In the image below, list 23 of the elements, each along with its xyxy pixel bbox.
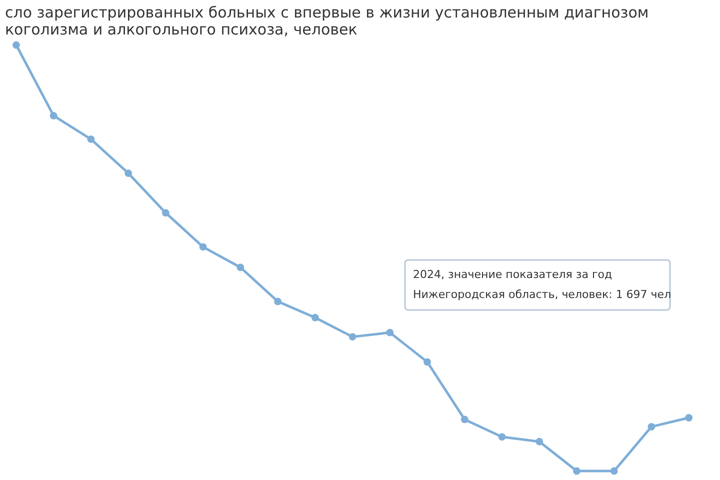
point bbox=[236, 264, 244, 272]
point bbox=[610, 467, 618, 475]
point bbox=[162, 209, 170, 217]
point bbox=[311, 314, 319, 322]
point bbox=[573, 467, 580, 475]
point bbox=[536, 438, 544, 446]
text: сло зарегистрированных больных с впервые в жизни установленным диагнозом bbox=[5, 3, 649, 22]
point bbox=[648, 422, 656, 430]
point bbox=[685, 414, 693, 422]
point bbox=[424, 358, 431, 366]
annotation: Нижегородская область, человек: 1 697 чел bbox=[413, 288, 672, 301]
annotation: 2024, значение показателя за год bbox=[413, 268, 612, 281]
point bbox=[199, 243, 207, 251]
text: коголизма и алкогольного психоза, человек bbox=[5, 20, 358, 38]
point bbox=[460, 416, 468, 424]
point bbox=[274, 298, 282, 306]
point bbox=[50, 112, 58, 120]
point bbox=[124, 170, 132, 177]
point bbox=[386, 328, 394, 336]
point bbox=[348, 333, 356, 341]
point bbox=[12, 41, 20, 49]
point bbox=[87, 135, 95, 143]
point bbox=[498, 433, 506, 441]
